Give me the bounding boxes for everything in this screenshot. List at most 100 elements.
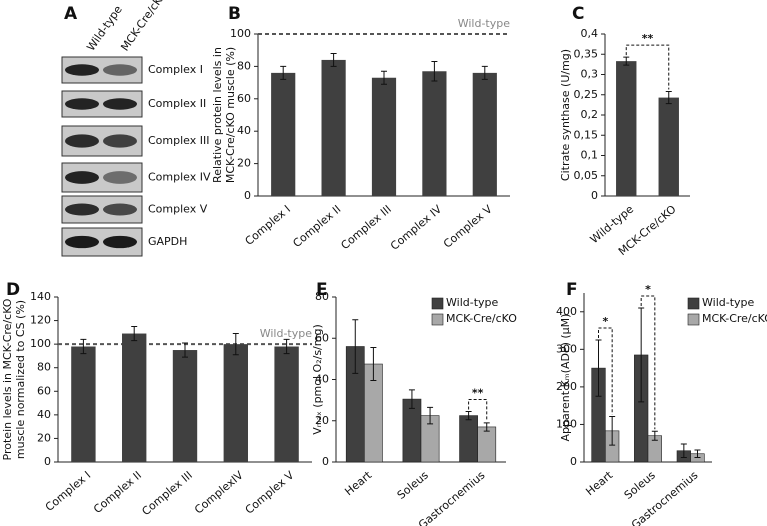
y-tick-label: 0,05: [574, 169, 599, 182]
reference-label: Wild-type: [458, 17, 511, 30]
y-tick-label: 20: [237, 157, 251, 170]
y-tick-label: 200: [556, 380, 577, 393]
panel-letter: A: [64, 4, 78, 24]
y-tick-label: 60: [37, 384, 51, 397]
error-bar: [330, 52, 337, 67]
error-bar: [609, 416, 616, 446]
blot-band: [65, 235, 99, 249]
y-tick-label: 0: [322, 455, 329, 468]
y-axis-label: muscle normalized to CS (%): [14, 300, 27, 459]
error-bar: [370, 347, 377, 382]
legend-label: MCK-Cre/cKO: [446, 312, 517, 325]
bar: [274, 346, 299, 462]
error-bar: [427, 406, 434, 425]
y-tick-label: 40: [315, 373, 329, 386]
y-tick-label: 100: [30, 337, 51, 350]
error-bar: [352, 319, 359, 374]
significance-bracket: [598, 327, 613, 415]
y-tick-label: 140: [30, 290, 51, 303]
y-axis-label: Apparent Kₘ(ADP) (μM): [559, 314, 572, 442]
band-label: Complex IV: [148, 171, 211, 184]
band-label: Complex I: [148, 63, 203, 76]
lane-label: MCK-Cre/cKO: [118, 0, 170, 53]
y-tick-label: 0: [591, 189, 598, 202]
panel-letter: B: [228, 4, 241, 24]
error-bar: [481, 65, 488, 80]
error-bar: [465, 410, 472, 421]
x-tick-label: ComplexIV: [192, 468, 246, 516]
y-tick-label: 0,1: [581, 149, 599, 162]
bar: [321, 59, 346, 196]
y-tick-label: 60: [315, 331, 329, 344]
error-bar: [623, 56, 630, 66]
y-tick-label: 300: [556, 342, 577, 355]
blot-band: [65, 171, 99, 184]
blot-band: [65, 203, 99, 216]
reference-label: Wild-type: [260, 327, 313, 340]
y-tick-label: 80: [237, 59, 251, 72]
significance-bracket: [640, 295, 656, 430]
y-tick-label: 0: [44, 455, 51, 468]
y-tick-label: 60: [237, 92, 251, 105]
y-axis-label: MCK-Cre/cKO muscle (%): [224, 47, 237, 183]
significance-label: *: [645, 283, 651, 296]
x-tick-label: Soleus: [622, 468, 658, 501]
significance-label: *: [602, 315, 608, 328]
band-label: GAPDH: [148, 235, 187, 248]
panel-letter: C: [572, 4, 584, 24]
y-tick-label: 0,35: [574, 47, 599, 60]
band-label: Complex III: [148, 134, 209, 147]
error-bar: [431, 61, 438, 82]
bar: [422, 71, 447, 196]
error-bar: [694, 449, 701, 458]
x-tick-label: Soleus: [395, 468, 431, 501]
error-bar: [381, 70, 387, 85]
x-tick-label: Complex I: [43, 469, 93, 514]
bar: [616, 61, 637, 197]
y-tick-label: 0,3: [581, 68, 599, 81]
y-tick-label: 0,15: [574, 128, 599, 141]
error-bar: [408, 389, 415, 409]
error-bar: [680, 443, 687, 458]
error-bar: [280, 65, 287, 80]
y-tick-label: 80: [315, 290, 329, 303]
bar: [472, 72, 497, 196]
y-axis-label: Relative protein levels in: [211, 47, 224, 183]
error-bar: [638, 307, 645, 403]
bar: [459, 415, 478, 463]
significance-label: **: [642, 32, 654, 45]
blot-band: [65, 98, 99, 110]
x-tick-label: Heart: [342, 468, 374, 498]
blot-band: [103, 235, 137, 249]
y-tick-label: 0: [570, 455, 577, 468]
error-bar: [80, 338, 87, 355]
error-bar: [283, 338, 290, 355]
y-tick-label: 0,4: [581, 27, 599, 40]
y-tick-label: 100: [556, 417, 577, 430]
y-tick-label: 0,2: [581, 108, 599, 121]
panel-letter: F: [566, 280, 578, 300]
bar: [271, 72, 296, 196]
legend-swatch: [431, 297, 444, 310]
bar: [371, 77, 397, 196]
blot-band: [103, 98, 137, 110]
legend-swatch: [687, 313, 700, 326]
bar: [71, 346, 96, 462]
blot-band: [65, 64, 99, 76]
error-bar: [665, 91, 672, 105]
bar: [122, 333, 147, 462]
legend-swatch: [431, 313, 444, 326]
x-tick-label: Complex III: [139, 469, 194, 518]
error-bar: [595, 339, 602, 397]
x-tick-label: Heart: [583, 468, 615, 498]
error-bar: [483, 422, 490, 432]
band-label: Complex V: [148, 203, 208, 216]
x-tick-label: Complex V: [441, 202, 495, 250]
blot-band: [103, 64, 137, 76]
bar: [223, 344, 248, 462]
error-bar: [182, 342, 188, 358]
blot-band: [103, 203, 137, 216]
error-bar: [131, 325, 138, 342]
y-axis-label: Vₘₐₓ (pmol O₂/s/mg): [311, 324, 324, 435]
y-tick-label: 400: [556, 305, 577, 318]
